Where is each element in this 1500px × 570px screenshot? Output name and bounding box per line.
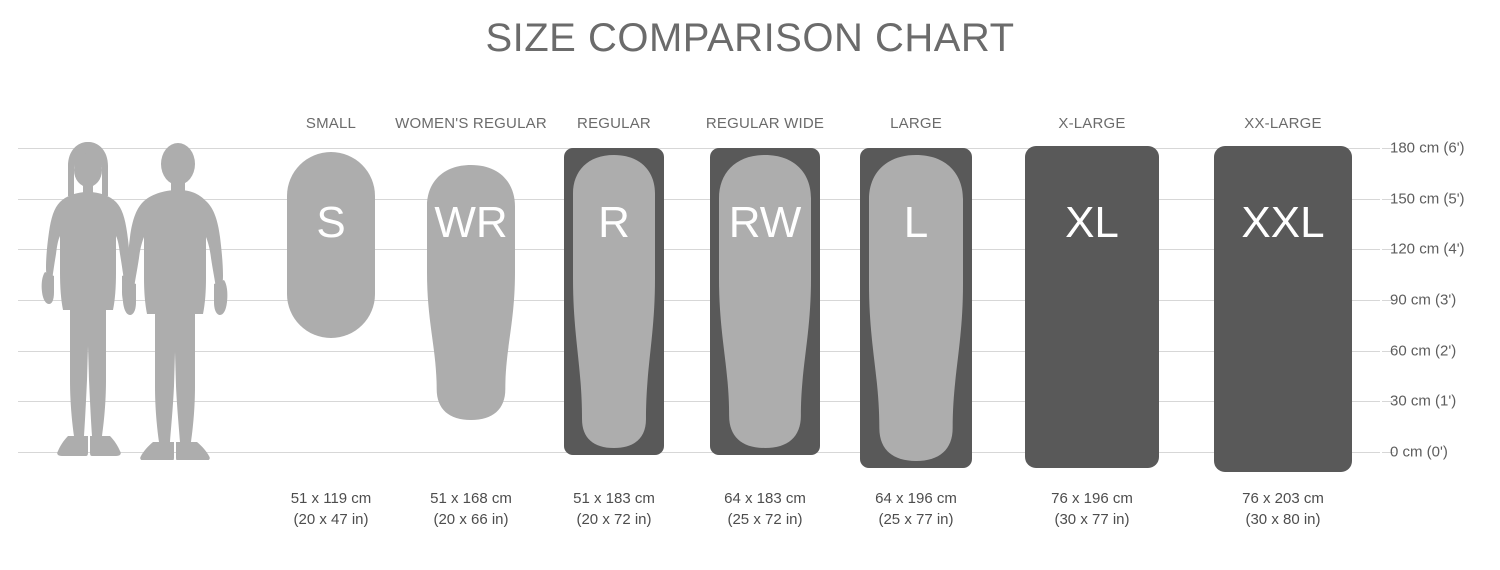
pad-label-x-large: XL: [1065, 198, 1119, 247]
axis-tick: [1382, 148, 1394, 149]
column-caption-womens-regular: 51 x 168 cm (20 x 66 in): [430, 488, 512, 530]
column-caption-xx-large: 76 x 203 cm (30 x 80 in): [1242, 488, 1324, 530]
human-silhouettes: [41, 142, 228, 460]
axis-tick: [1382, 198, 1394, 200]
pad-label-womens-regular: WR: [434, 198, 508, 247]
column-caption-regular-wide: 64 x 183 cm (25 x 72 in): [724, 488, 806, 530]
female-silhouette: [41, 142, 135, 456]
axis-tick: [1382, 300, 1394, 301]
gridline: [18, 148, 1380, 149]
axis-tick: [1382, 452, 1394, 453]
column-header-regular-wide: REGULAR WIDE: [705, 115, 825, 132]
caption-cm: 51 x 168 cm: [430, 490, 512, 507]
male-silhouette: [122, 143, 228, 460]
column-header-regular: REGULAR: [577, 115, 651, 132]
axis-tick-label: 60 cm (2'): [1390, 342, 1457, 360]
column-header-small: SMALL: [305, 115, 357, 132]
gridline: [18, 452, 1380, 453]
caption-cm: 51 x 119 cm: [290, 490, 372, 507]
pad-surface: [573, 155, 655, 448]
column-header-womens-regular: WOMEN'S REGULAR: [395, 115, 547, 132]
pad-shape-regular-wide: [710, 148, 820, 455]
axis-tick-label: 150 cm (5'): [1390, 190, 1465, 208]
column-caption-large: 64 x 196 cm (25 x 77 in): [875, 488, 957, 530]
pad-shape-large: [860, 148, 972, 468]
pad-shape-small: [287, 152, 375, 338]
caption-in: (20 x 66 in): [433, 511, 509, 528]
axis-tick-label: 120 cm (4'): [1390, 240, 1465, 258]
axis-tick-label: 30 cm (1'): [1390, 392, 1457, 410]
axis-tick: [1382, 350, 1394, 352]
page-title: SIZE COMPARISON CHART: [485, 16, 1015, 60]
pad-surface: [869, 155, 963, 461]
column-caption-regular: 51 x 183 cm (20 x 72 in): [573, 488, 655, 530]
caption-in: (30 x 80 in): [1245, 511, 1321, 528]
pad-label-large: L: [903, 198, 929, 247]
pad-surface: [287, 152, 375, 338]
gridline: [18, 350, 1380, 352]
axis-tick-label: 90 cm (3'): [1390, 291, 1457, 309]
caption-cm: 64 x 183 cm: [724, 490, 806, 507]
gridline: [18, 300, 1380, 301]
caption-in: (30 x 77 in): [1054, 511, 1130, 528]
caption-in: (25 x 77 in): [878, 511, 954, 528]
pad-surface: [427, 165, 515, 420]
pad-surface: [1214, 146, 1352, 472]
caption-in: (25 x 72 in): [727, 511, 803, 528]
caption-cm: 76 x 203 cm: [1242, 490, 1324, 507]
axis-tick-label: 0 cm (0'): [1390, 443, 1448, 461]
column-header-xx-large: XX-LARGE: [1244, 115, 1322, 132]
pad-label-regular-wide: RW: [728, 198, 802, 247]
gridline: [18, 401, 1380, 403]
caption-in: (20 x 72 in): [576, 511, 652, 528]
pad-surface: [1025, 146, 1159, 468]
caption-cm: 51 x 183 cm: [573, 490, 655, 507]
pad-label-regular: R: [598, 198, 630, 247]
gridline: [18, 249, 1380, 251]
pad-shape-xx-large: [1214, 146, 1352, 472]
axis-tick-label: 180 cm (6'): [1390, 139, 1465, 157]
caption-cm: 64 x 196 cm: [875, 490, 957, 507]
pad-label-xx-large: XXL: [1241, 198, 1325, 247]
column-caption-x-large: 76 x 196 cm (30 x 77 in): [1051, 488, 1133, 530]
pad-shape-x-large: [1025, 146, 1159, 468]
caption-cm: 76 x 196 cm: [1051, 490, 1133, 507]
pad-shape-womens-regular: [427, 165, 515, 420]
pad-shape-regular: [564, 148, 664, 455]
column-caption-small: 51 x 119 cm (20 x 47 in): [291, 488, 372, 530]
axis-tick: [1382, 401, 1394, 403]
gridline: [18, 198, 1380, 200]
caption-in: (20 x 47 in): [293, 511, 369, 528]
pad-label-small: S: [316, 198, 346, 247]
pad-surface: [719, 155, 811, 448]
column-header-large: LARGE: [890, 115, 942, 132]
column-header-x-large: X-LARGE: [1058, 115, 1126, 132]
axis-tick: [1382, 249, 1394, 251]
